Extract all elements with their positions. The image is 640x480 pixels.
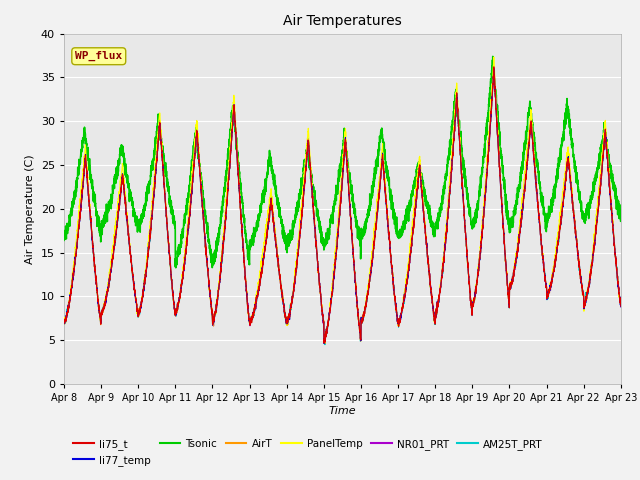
Text: WP_flux: WP_flux [75, 51, 122, 61]
Title: Air Temperatures: Air Temperatures [283, 14, 402, 28]
Legend: li75_t, li77_temp, Tsonic, AirT, PanelTemp, NR01_PRT, AM25T_PRT: li75_t, li77_temp, Tsonic, AirT, PanelTe… [69, 435, 547, 470]
X-axis label: Time: Time [328, 406, 356, 416]
Y-axis label: Air Temperature (C): Air Temperature (C) [26, 154, 35, 264]
